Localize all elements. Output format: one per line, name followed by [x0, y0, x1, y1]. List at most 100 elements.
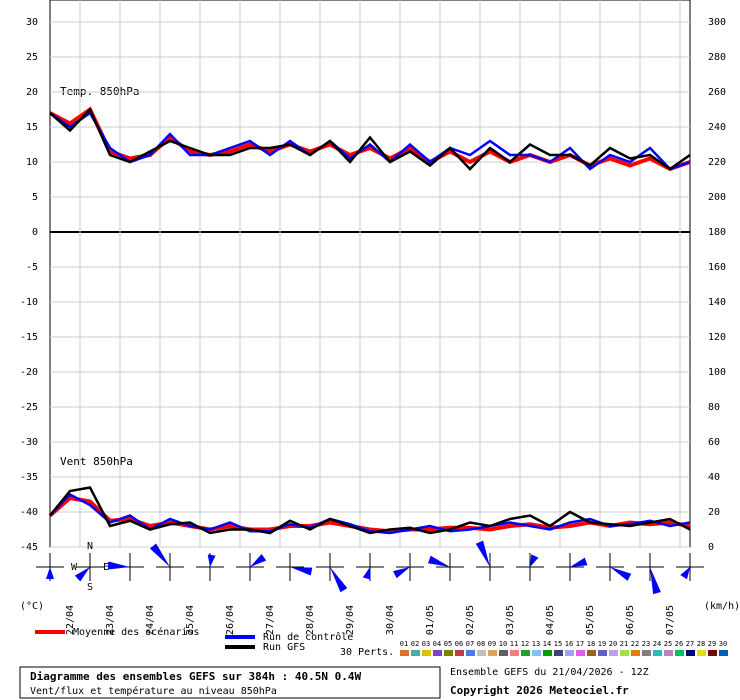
rose-petal: [330, 567, 348, 593]
y2-tick-label: 140: [708, 297, 726, 308]
rose-petal: [362, 567, 371, 580]
perturbation-label: 23: [642, 640, 650, 648]
rose-petal: [107, 561, 130, 570]
title-box: [19, 666, 441, 699]
perturbation-label: 17: [576, 640, 584, 648]
x-tick-label: 02/05: [465, 605, 476, 635]
rose-petal: [46, 567, 54, 579]
perturbation-swatch: [455, 650, 464, 656]
y-tick-label: 10: [26, 157, 38, 168]
y-tick-label: -35: [20, 472, 38, 483]
x-tick-label: 24/04: [145, 605, 156, 635]
y-tick-label: 30: [26, 17, 38, 28]
x-tick-label: 23/04: [105, 605, 116, 635]
rose-petal: [530, 554, 539, 567]
perturbation-label: 29: [708, 640, 716, 648]
rose-petal: [650, 567, 661, 595]
rose-petal: [570, 557, 588, 567]
x-tick-label: 25/04: [185, 605, 196, 635]
y-tick-label: -25: [20, 402, 38, 413]
perturbation-label: 06: [455, 640, 463, 648]
y2-tick-label: 120: [708, 332, 726, 343]
rose-petal: [250, 553, 267, 567]
y2-tick-label: 40: [708, 472, 720, 483]
perturbations-label: 30 Perts.: [340, 647, 394, 658]
y2-tick-label: 220: [708, 157, 726, 168]
y-tick-label: 25: [26, 52, 38, 63]
perturbation-label: 04: [433, 640, 441, 648]
y2-tick-label: 160: [708, 262, 726, 273]
y-tick-label: 0: [32, 227, 38, 238]
perturbation-swatch: [466, 650, 475, 656]
perturbation-label: 30: [719, 640, 727, 648]
y-tick-label: -20: [20, 367, 38, 378]
y-tick-label: 20: [26, 87, 38, 98]
y2-tick-label: 80: [708, 402, 720, 413]
x-tick-label: 03/05: [505, 605, 516, 635]
x-tick-label: 07/05: [665, 605, 676, 635]
rose-petal: [680, 567, 690, 580]
perturbation-swatch: [400, 650, 409, 656]
perturbation-swatch: [433, 650, 442, 656]
perturbation-swatch: [488, 650, 497, 656]
y2-unit: (km/h): [704, 601, 740, 612]
y2-tick-label: 180: [708, 227, 726, 238]
perturbation-swatch: [708, 650, 717, 656]
y2-tick-label: 240: [708, 122, 726, 133]
y-tick-label: -40: [20, 507, 38, 518]
rose-petal: [610, 567, 632, 581]
perturbation-swatch: [499, 650, 508, 656]
perturbation-label: 21: [620, 640, 628, 648]
y2-tick-label: 100: [708, 367, 726, 378]
x-tick-label: 22/04: [65, 605, 76, 635]
perturbation-swatch: [510, 650, 519, 656]
perturbation-swatch: [543, 650, 552, 656]
compass-label: N: [87, 541, 93, 552]
perturbation-label: 01: [400, 640, 408, 648]
plot-frame: [49, 0, 691, 548]
perturbation-label: 09: [488, 640, 496, 648]
rose-petal: [475, 540, 490, 567]
chart-subtitle: Vent/flux et température au niveau 850hP…: [30, 685, 277, 697]
legend-label: Run GFS: [263, 642, 305, 653]
x-tick-label: 26/04: [225, 605, 236, 635]
perturbation-label: 27: [686, 640, 694, 648]
perturbation-label: 28: [697, 640, 705, 648]
y2-tick-label: 260: [708, 87, 726, 98]
perturbation-label: 19: [598, 640, 606, 648]
y-tick-label: 15: [26, 122, 38, 133]
perturbation-label: 08: [477, 640, 485, 648]
y-tick-label: -15: [20, 332, 38, 343]
perturbation-swatch: [675, 650, 684, 656]
rose-petal: [207, 554, 216, 567]
perturbation-swatch: [719, 650, 728, 656]
y2-tick-label: 0: [708, 542, 714, 553]
y-tick-label: -30: [20, 437, 38, 448]
perturbation-swatch: [576, 650, 585, 656]
x-tick-label: 05/05: [585, 605, 596, 635]
perturbation-label: 13: [532, 640, 540, 648]
perturbation-swatch: [532, 650, 541, 656]
y2-tick-label: 200: [708, 192, 726, 203]
chart-title: Diagramme des ensembles GEFS sur 384h : …: [30, 670, 362, 683]
perturbation-swatch: [686, 650, 695, 656]
perturbation-label: 18: [587, 640, 595, 648]
x-tick-label: 27/04: [265, 605, 276, 635]
perturbation-label: 11: [510, 640, 518, 648]
rose-petal: [149, 543, 170, 567]
y-tick-label: -45: [20, 542, 38, 553]
perturbation-label: 16: [565, 640, 573, 648]
legend-label: Moyenne des scénarios: [73, 626, 199, 638]
perturbation-swatch: [554, 650, 563, 656]
compass-label: W: [71, 562, 78, 573]
wind-line: [49, 486, 691, 535]
perturbation-label: 10: [499, 640, 507, 648]
rose-petal: [427, 555, 450, 567]
y2-tick-label: 60: [708, 437, 720, 448]
wind-label: Vent 850hPa: [60, 455, 133, 468]
y2-tick-label: 280: [708, 52, 726, 63]
perturbation-swatch: [565, 650, 574, 656]
y2-tick-label: 20: [708, 507, 720, 518]
rose-petal: [290, 567, 313, 576]
